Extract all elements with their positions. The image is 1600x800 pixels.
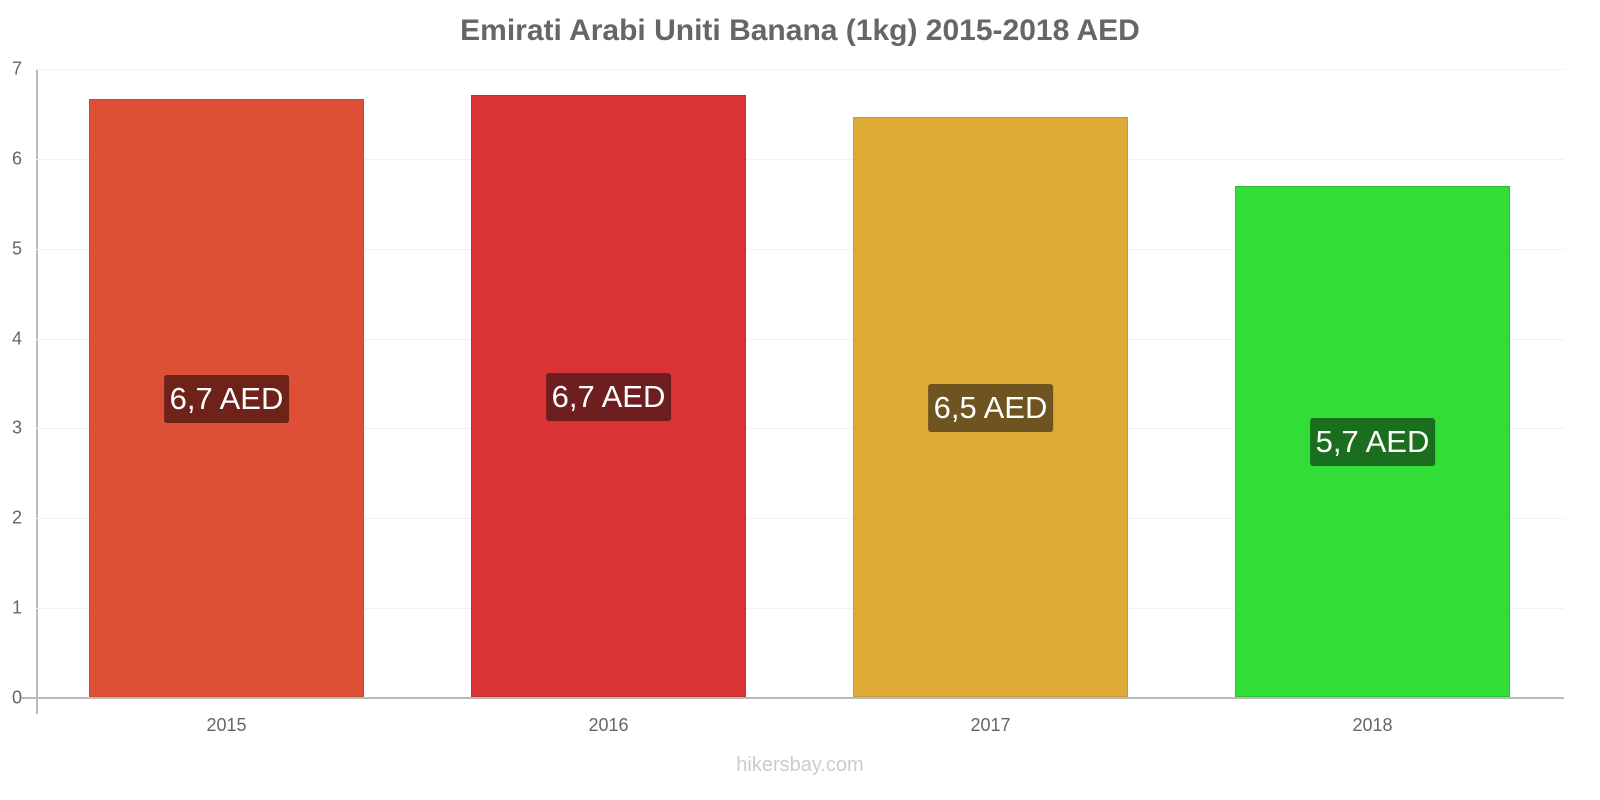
y-tick-label: 3 — [11, 417, 22, 438]
gridline — [36, 518, 1564, 520]
x-tick-label: 2017 — [970, 715, 1011, 735]
y-tick-label: 4 — [11, 328, 22, 349]
data-label: 6,7 AED — [163, 374, 290, 423]
gridline — [36, 69, 1564, 70]
y-tick-label: 5 — [11, 238, 22, 259]
data-label: 6,5 AED — [927, 383, 1054, 432]
y-tick-label: 2 — [11, 507, 22, 528]
chart-title: Emirati Arabi Uniti Banana (1kg) 2015-20… — [460, 14, 1140, 47]
x-tick-label: 2018 — [1352, 715, 1393, 735]
watermark: hikersbay.com — [736, 754, 864, 776]
data-label: 6,7 AED — [545, 372, 672, 421]
x-axis — [20, 697, 1564, 699]
gridline — [36, 338, 1564, 340]
y-tick-label: 0 — [11, 687, 22, 708]
y-tick-label: 1 — [11, 597, 22, 618]
data-label: 5,7 AED — [1309, 418, 1436, 467]
y-axis — [36, 69, 38, 714]
y-tick-label: 7 — [11, 58, 22, 79]
gridline — [36, 248, 1564, 250]
plot-area: 0 1 2 3 4 5 6 7 6,7 AED 2015 6,7 AED 2016 6,5 AED 201… — [12, 59, 1564, 735]
x-tick-label: 2015 — [206, 715, 247, 735]
gridline — [36, 608, 1564, 610]
gridline — [36, 158, 1564, 160]
x-tick-label: 2016 — [588, 715, 629, 735]
y-tick-label: 6 — [11, 148, 22, 169]
gridline — [36, 428, 1564, 430]
